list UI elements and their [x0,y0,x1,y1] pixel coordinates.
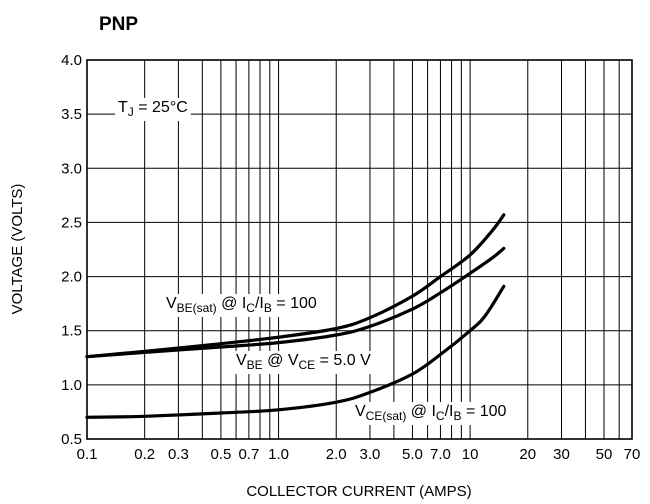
temperature-label-background [115,98,191,121]
x-tick-label: 5.0 [402,446,423,463]
plot-frame [86,59,633,440]
y-tick-labels: 0.5 1.0 1.5 2.0 2.5 3.0 3.5 4.0 [61,52,82,448]
x-tick-labels: 0.1 0.2 0.3 0.5 0.7 1.0 2.0 3.0 5.0 7.0 10 20 30 50 70 [77,446,641,463]
x-tick-label: 7.0 [430,446,451,463]
y-tick-label: 3.0 [61,160,82,177]
x-tick-label: 10 [462,446,479,463]
x-tick-label: 20 [519,446,536,463]
annotations: TJ = 25°C VBE(sat) @ IC/IB = 100 VBE @ VCE… [115,98,510,425]
y-tick-label: 3.5 [61,106,82,123]
y-tick-label: 4.0 [61,52,82,69]
vce-sat-label: VCE(sat) @ IC/IB = 100 [352,402,510,425]
x-tick-label: 0.5 [210,446,231,463]
temperature-label: TJ = 25°C [115,98,191,121]
x-tick-label: 30 [553,446,570,463]
x-tick-label: 2.0 [326,446,347,463]
y-tick-label: 0.5 [61,431,82,448]
x-tick-label: 0.1 [77,446,98,463]
vbe-label-text: VBE @ VCE = 5.0 V [236,352,371,372]
x-tick-label: 70 [624,446,641,463]
vce-sat-curve [85,284,506,419]
x-axis-label: COLLECTOR CURRENT (AMPS) [246,483,471,500]
y-axis-label: VOLTAGE (VOLTS) [9,184,26,315]
y-tick-label: 2.5 [61,214,82,231]
x-tick-label: 50 [596,446,613,463]
chart-title: PNP [99,14,138,35]
x-tick-label: 0.2 [134,446,155,463]
x-tick-label: 0.3 [168,446,189,463]
y-tick-label: 2.0 [61,269,82,286]
vbe-label-background [233,351,375,374]
vbe-sat-label-background [163,294,320,317]
x-tick-label: 0.7 [238,446,259,463]
y-tick-label: 1.5 [61,323,82,340]
y-tick-label: 1.0 [61,377,82,394]
temperature-label-text: TJ = 25°C [118,99,188,119]
x-tick-label: 3.0 [360,446,381,463]
vbe-sat-label-text: VBE(sat) @ IC/IB = 100 [166,295,317,315]
x-tick-label: 1.0 [268,446,289,463]
vbe-sat-label: VBE(sat) @ IC/IB = 100 [163,294,320,317]
vbe-curve [85,246,506,359]
vce-sat-label-background [352,402,510,425]
vbe-label: VBE @ VCE = 5.0 V [233,351,375,374]
vce-sat-label-text: VCE(sat) @ IC/IB = 100 [355,403,507,423]
vbe-sat-curve [85,213,506,359]
curves [85,213,506,419]
